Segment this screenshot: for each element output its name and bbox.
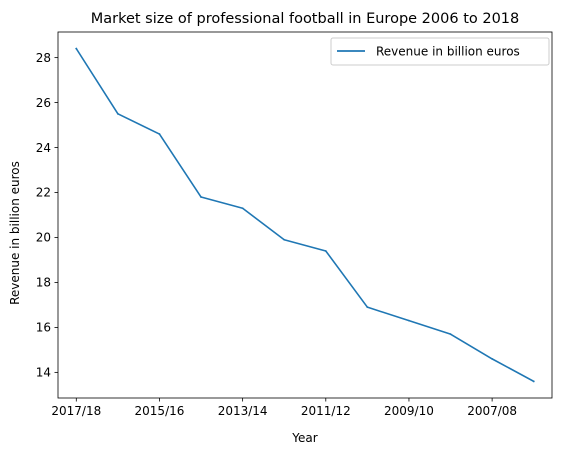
data-point: [366, 306, 369, 309]
y-tick-label: 24: [36, 141, 51, 155]
x-tick-label: 2007/08: [467, 404, 517, 418]
data-point: [449, 333, 452, 336]
x-tick-label: 2015/16: [135, 404, 185, 418]
data-point: [532, 380, 535, 383]
x-tick-label: 2013/14: [218, 404, 268, 418]
y-tick-label: 16: [36, 321, 51, 335]
data-point: [200, 196, 202, 198]
data-point: [241, 207, 244, 210]
x-tick-label: 2009/10: [384, 404, 434, 418]
x-tick-label: 2011/12: [301, 404, 351, 418]
data-point: [324, 250, 327, 252]
y-tick-label: 14: [36, 366, 51, 380]
y-tick-label: 18: [36, 276, 51, 290]
data-point: [408, 319, 410, 322]
plot-area: 14 16 18 20 22 24 26 28 2017/18 2015/16 2013/14 201…: [36, 31, 553, 418]
data-point: [75, 47, 78, 50]
y-tick-label: 22: [36, 186, 51, 200]
y-tick-label: 28: [36, 51, 51, 65]
y-axis-label: Revenue in billion euros: [8, 161, 22, 305]
y-tick-label: 20: [36, 231, 51, 245]
data-point: [491, 357, 494, 360]
data-point: [158, 133, 161, 135]
chart-title: Market size of professional football in …: [91, 11, 520, 27]
series-line: [75, 47, 535, 383]
x-axis-label: Year: [291, 431, 317, 445]
legend-series-label: Revenue in billion euros: [376, 45, 520, 59]
axes-frame: [57, 31, 553, 399]
legend-box: [330, 37, 550, 66]
data-point: [283, 238, 286, 241]
data-point: [116, 112, 119, 115]
x-tick-label: 2017/18: [51, 404, 101, 418]
y-tick-label: 26: [36, 96, 51, 110]
legend: Revenue in billion euros: [330, 37, 550, 66]
